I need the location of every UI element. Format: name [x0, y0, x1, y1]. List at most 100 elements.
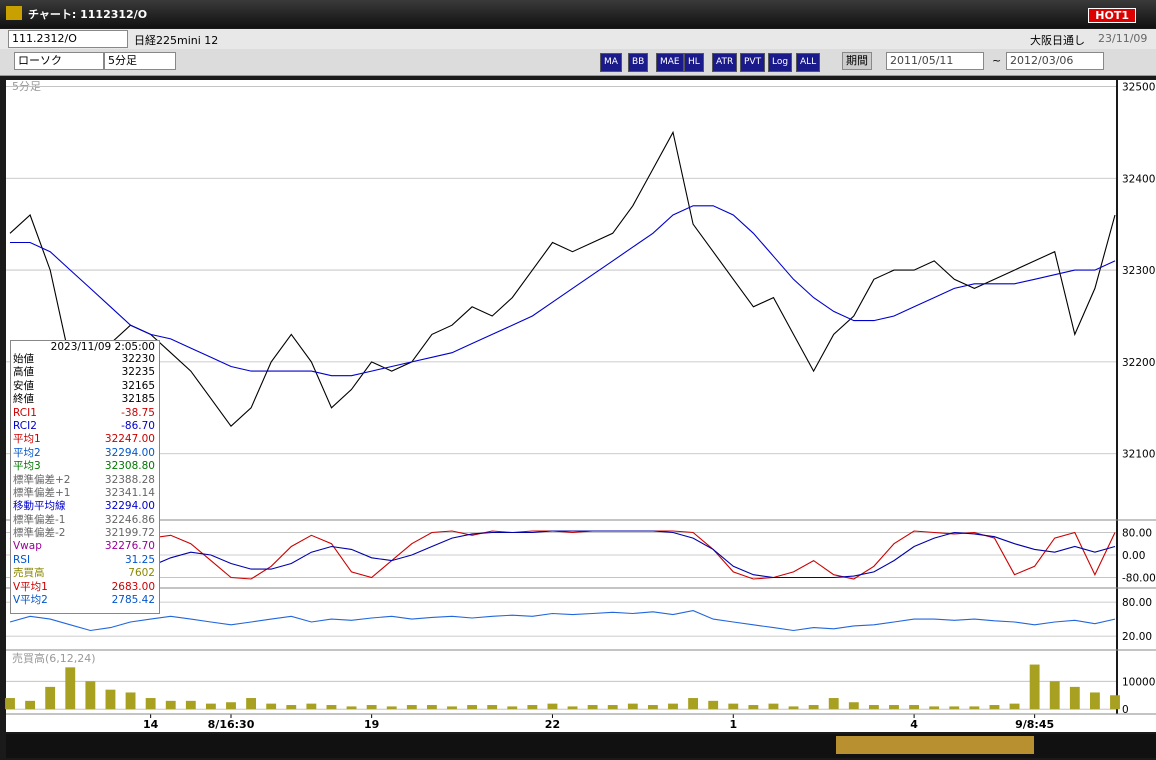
info-label: V平均1	[13, 580, 48, 593]
y-tick-label: 10000	[1122, 676, 1155, 688]
volume-bar	[768, 703, 779, 710]
toolbar-button[interactable]: MA	[600, 53, 622, 72]
from-date[interactable]: 2011/05/11	[886, 52, 984, 70]
volume-bar	[1110, 695, 1120, 710]
info-value: 32308.80	[104, 460, 155, 473]
info-value: 32199.72	[104, 527, 155, 540]
series-line	[10, 205, 1116, 377]
period-select[interactable]: 5分足	[104, 52, 176, 70]
toolbar-button[interactable]: ALL	[796, 53, 821, 72]
volume-bar	[748, 705, 759, 710]
volume-bar	[406, 705, 417, 710]
x-tick-label: 19	[364, 718, 379, 731]
volume-bar	[346, 706, 357, 710]
volume-bar	[145, 698, 156, 710]
price-axis	[1118, 80, 1156, 714]
info-row: 標準偏差+1 32341.14	[11, 487, 159, 500]
app-icon	[6, 6, 22, 20]
y-tick-label: 32500	[1122, 81, 1155, 93]
volume-bar	[808, 705, 819, 710]
toolbar-button[interactable]: BB	[628, 53, 649, 72]
hot-button[interactable]: HOT1	[1088, 8, 1136, 23]
volume-bar	[386, 706, 397, 710]
info-row: 売買高 7602	[11, 567, 159, 580]
volume-bar	[788, 706, 799, 710]
chart-type-select[interactable]: ローソク	[14, 52, 104, 70]
toolbar: ローソク 5分足 MA BB MAE HL ATR PVT Log ALL 期間 2011/0…	[0, 49, 1156, 76]
toolbar-button[interactable]: MAE	[656, 53, 684, 72]
volume-bar	[5, 698, 15, 710]
info-label: 標準偏差-1	[13, 513, 66, 526]
info-value: 31.25	[124, 553, 155, 566]
info-row: 始値 32230	[11, 353, 159, 366]
x-tick-label: 22	[545, 718, 560, 731]
info-label: 標準偏差+1	[13, 486, 71, 499]
volume-bar	[668, 703, 678, 710]
volume-bar	[627, 703, 638, 710]
info-label: 終値	[13, 393, 34, 406]
info-value: 32341.14	[104, 486, 155, 499]
volume-bar	[868, 705, 879, 710]
info-label: 標準偏差+2	[13, 473, 71, 486]
symbol-input[interactable]: 111.2312/O	[8, 30, 128, 48]
period-button[interactable]: 期間	[842, 52, 872, 70]
info-row: 移動平均線 32294.00	[11, 500, 159, 513]
volume-bar	[25, 700, 36, 710]
info-value: 32247.00	[104, 433, 155, 446]
volume-bar	[125, 692, 136, 710]
series-line	[9, 530, 1116, 581]
info-value: 2785.42	[111, 594, 155, 607]
info-row: V平均2 2785.42	[11, 594, 159, 607]
y-tick-label: 80.00	[1122, 527, 1152, 539]
volume-bar	[708, 700, 719, 710]
info-row: Vwap 32276.70	[11, 540, 159, 553]
info-row: 安値 32165	[11, 380, 159, 393]
volume-bar	[567, 706, 578, 710]
info-row: RCI2 -86.70	[11, 420, 159, 433]
info-value: 32294.00	[104, 446, 155, 459]
date: 23/11/09	[1098, 32, 1148, 45]
volume-bar	[286, 705, 297, 710]
info-value: 32246.86	[104, 513, 155, 526]
toolbar-button[interactable]: Log	[768, 53, 793, 72]
volume-bar	[1029, 664, 1040, 710]
info-label: 高値	[13, 366, 34, 379]
info-row: 平均1 32247.00	[11, 433, 159, 446]
volume-bar	[909, 705, 920, 710]
info-value: -86.70	[121, 419, 155, 432]
volume-bar	[266, 703, 277, 710]
info-row: 標準偏差-2 32199.72	[11, 527, 159, 540]
info-value: 32388.28	[104, 473, 155, 486]
symbol-row: 111.2312/O 日経225mini 12 大阪日通し 23/11/09	[0, 29, 1156, 49]
volume-bar	[949, 706, 960, 710]
volume-bar	[848, 702, 859, 710]
scroll-thumb[interactable]	[836, 736, 1034, 754]
info-value: 32230	[121, 353, 155, 365]
volume-bar	[607, 705, 618, 710]
y-tick-label: 80.00	[1122, 597, 1152, 609]
x-tick-label: 4	[910, 718, 918, 731]
tilde: ~	[992, 54, 1002, 67]
info-value: -38.75	[121, 406, 155, 419]
volume-bar	[205, 703, 216, 710]
info-value: 32276.70	[104, 540, 155, 553]
volume-bar	[1049, 681, 1060, 710]
volume-bar	[426, 705, 437, 710]
toolbar-button[interactable]: ATR	[712, 53, 738, 72]
info-label: 移動平均線	[13, 500, 66, 513]
info-value: 32294.00	[104, 500, 155, 513]
info-label: 平均1	[13, 433, 41, 446]
info-row: 標準偏差+2 32388.28	[11, 474, 159, 487]
toolbar-button[interactable]: PVT	[740, 53, 766, 72]
info-value: 32235	[121, 366, 155, 379]
toolbar-button[interactable]: HL	[684, 53, 704, 72]
window-title: チャート: 1112312/O	[28, 8, 148, 21]
info-row: RCI1 -38.75	[11, 407, 159, 420]
volume-bar	[65, 667, 76, 710]
info-row: 平均2 32294.00	[11, 447, 159, 460]
volume-bar	[547, 703, 558, 710]
info-value: 32165	[121, 379, 155, 392]
info-row: 平均3 32308.80	[11, 460, 159, 473]
to-date[interactable]: 2012/03/06	[1006, 52, 1104, 70]
volume-bar	[989, 705, 1000, 710]
